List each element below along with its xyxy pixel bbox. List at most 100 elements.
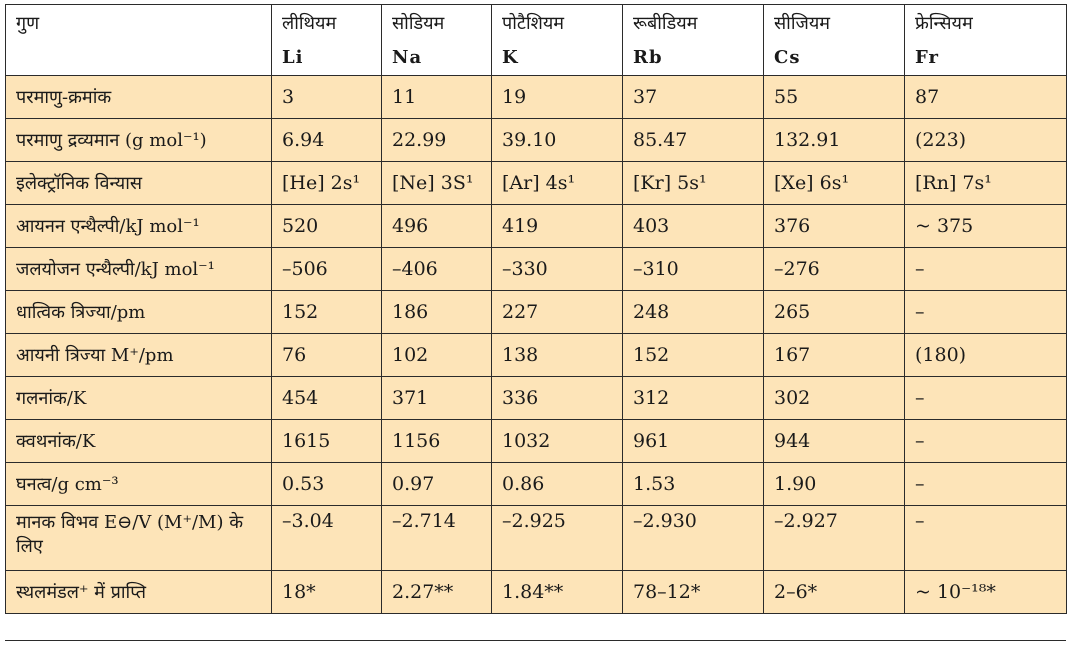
table-cell: –: [904, 376, 1067, 420]
table-cell: (180): [904, 333, 1067, 377]
table-row: आयनी त्रिज्या M⁺/pm 76 102 138 152 167 (180): [5, 333, 1067, 377]
table-cell: 312: [622, 376, 764, 420]
table-cell: 454: [271, 376, 382, 420]
row-label: धात्विक त्रिज्या/pm: [5, 290, 272, 334]
header-element: फ्रेन्सियम Fr: [904, 4, 1067, 76]
row-label: स्थलमंडल⁺ में प्राप्ति: [5, 570, 272, 614]
table-cell: 419: [491, 204, 623, 248]
table-cell: 186: [381, 290, 492, 334]
table-row: आयनन एन्थैल्पी/kJ mol⁻¹ 520 496 419 403 376 ~ …: [5, 204, 1067, 248]
table-cell: 265: [763, 290, 905, 334]
table-cell: –3.04: [271, 505, 382, 571]
table-cell: 18*: [271, 570, 382, 614]
table-row: परमाणु-क्रमांक 3 11 19 37 55 87: [5, 75, 1067, 119]
table-cell: –2.927: [763, 505, 905, 571]
table-cell: 2–6*: [763, 570, 905, 614]
table-cell: 1.90: [763, 462, 905, 506]
table-cell: –: [904, 419, 1067, 463]
table-cell: –: [904, 505, 1067, 571]
table-cell: [Xe] 6s¹: [763, 161, 905, 205]
table-cell: 167: [763, 333, 905, 377]
row-label: क्वथनांक/K: [5, 419, 272, 463]
table-cell: 0.86: [491, 462, 623, 506]
table-cell: –: [904, 290, 1067, 334]
alkali-metals-table-container: गुण लीथियम Li सोडियम Na पोटैशियम K रूबीडियम…: [5, 4, 1067, 614]
table-cell: 78–12*: [622, 570, 764, 614]
row-label: इलेक्ट्रॉनिक विन्यास: [5, 161, 272, 205]
table-body: परमाणु-क्रमांक 3 11 19 37 55 87 परमाणु द्रव्यमा…: [5, 75, 1067, 614]
table-cell: [He] 2s¹: [271, 161, 382, 205]
row-label: आयनी त्रिज्या M⁺/pm: [5, 333, 272, 377]
table-cell: 403: [622, 204, 764, 248]
table-cell: 376: [763, 204, 905, 248]
table-row: क्वथनांक/K 1615 1156 1032 961 944–: [5, 419, 1067, 463]
header-element: रूबीडियम Rb: [622, 4, 764, 76]
table-row: इलेक्ट्रॉनिक विन्यास [He] 2s¹ [Ne] 3S¹ [Ar]…: [5, 161, 1067, 205]
table-cell: 1.84**: [491, 570, 623, 614]
table-cell: 496: [381, 204, 492, 248]
table-row: जलयोजन एन्थैल्पी/kJ mol⁻¹ –506 –406 –330 –31…: [5, 247, 1067, 291]
table-cell: 944: [763, 419, 905, 463]
table-cell: 961: [622, 419, 764, 463]
table-cell: [Kr] 5s¹: [622, 161, 764, 205]
table-row: स्थलमंडल⁺ में प्राप्ति 18* 2.27** 1.84** 78–…: [5, 570, 1067, 614]
table-cell: 302: [763, 376, 905, 420]
table-cell: –: [904, 247, 1067, 291]
table-row: घनत्व/g cm⁻³ 0.53 0.97 0.86 1.53 1.90–: [5, 462, 1067, 506]
table-row: धात्विक त्रिज्या/pm 152 186 227 248 265–: [5, 290, 1067, 334]
row-label: आयनन एन्थैल्पी/kJ mol⁻¹: [5, 204, 272, 248]
table-cell: 336: [491, 376, 623, 420]
table-cell: –2.930: [622, 505, 764, 571]
table-cell: 1032: [491, 419, 623, 463]
table-cell: 39.10: [491, 118, 623, 162]
table-cell: 76: [271, 333, 382, 377]
header-element: लीथियम Li: [271, 4, 382, 76]
table-cell: 55: [763, 75, 905, 119]
table-cell: 371: [381, 376, 492, 420]
table-cell: 1615: [271, 419, 382, 463]
table-cell: –276: [763, 247, 905, 291]
table-cell: [Rn] 7s¹: [904, 161, 1067, 205]
row-label: गलनांक/K: [5, 376, 272, 420]
table-row: गलनांक/K 454 371 336 312 302–: [5, 376, 1067, 420]
table-row: परमाणु द्रव्यमान (g mol⁻¹) 6.94 22.99 39.10…: [5, 118, 1067, 162]
table-cell: 85.47: [622, 118, 764, 162]
table-cell: 0.97: [381, 462, 492, 506]
header-property: गुण: [5, 4, 272, 76]
table-cell: 0.53: [271, 462, 382, 506]
table-cell: 102: [381, 333, 492, 377]
table-cell: –506: [271, 247, 382, 291]
table-cell: 2.27**: [381, 570, 492, 614]
table-cell: –310: [622, 247, 764, 291]
table-cell: –: [904, 462, 1067, 506]
table-cell: 1156: [381, 419, 492, 463]
table-cell: –406: [381, 247, 492, 291]
table-cell: 22.99: [381, 118, 492, 162]
row-label: जलयोजन एन्थैल्पी/kJ mol⁻¹: [5, 247, 272, 291]
table-cell: –2.714: [381, 505, 492, 571]
table-cell: 138: [491, 333, 623, 377]
table-cell: (223): [904, 118, 1067, 162]
header-element: सोडियम Na: [381, 4, 492, 76]
table-cell: –2.925: [491, 505, 623, 571]
table-cell: 132.91: [763, 118, 905, 162]
table-cell: 87: [904, 75, 1067, 119]
row-label: मानक विभव E⊖/V (M⁺/M) के लिए: [5, 505, 272, 571]
table-cell: [Ne] 3S¹: [381, 161, 492, 205]
table-cell: 520: [271, 204, 382, 248]
table-cell: –330: [491, 247, 623, 291]
table-cell: 152: [622, 333, 764, 377]
table-cell: 11: [381, 75, 492, 119]
table-cell: 19: [491, 75, 623, 119]
bottom-rule: [5, 640, 1066, 641]
table-cell: [Ar] 4s¹: [491, 161, 623, 205]
table-row: मानक विभव E⊖/V (M⁺/M) के लिए –3.04 –2.714–…: [5, 505, 1067, 571]
row-label: परमाणु द्रव्यमान (g mol⁻¹): [5, 118, 272, 162]
table-cell: 227: [491, 290, 623, 334]
table-cell: 3: [271, 75, 382, 119]
header-row: गुण लीथियम Li सोडियम Na पोटैशियम K रूबीडियम…: [5, 4, 1067, 76]
table-cell: 1.53: [622, 462, 764, 506]
table-cell: 6.94: [271, 118, 382, 162]
header-element: सीजियम Cs: [763, 4, 905, 76]
table-cell: ~ 375: [904, 204, 1067, 248]
